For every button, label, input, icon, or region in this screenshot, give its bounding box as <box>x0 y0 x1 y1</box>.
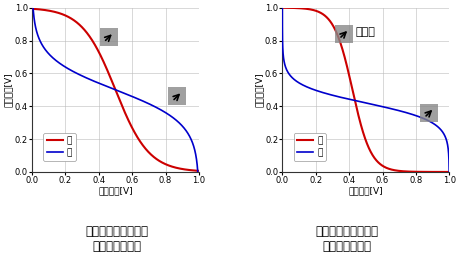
右 <box>72 71 77 74</box>
右 <box>445 160 451 163</box>
右 <box>30 6 36 9</box>
Legend: 左, 右: 左, 右 <box>43 133 75 161</box>
右 <box>41 46 46 49</box>
左 <box>39 8 45 11</box>
左 <box>29 7 35 10</box>
右 <box>285 71 290 74</box>
左 <box>135 137 141 140</box>
右 <box>282 66 288 69</box>
右 <box>195 170 200 174</box>
左 <box>173 166 178 169</box>
左 <box>385 167 391 170</box>
左 <box>289 6 295 9</box>
右 <box>194 160 199 163</box>
右 <box>63 66 68 69</box>
左 <box>130 129 136 132</box>
左 <box>126 120 131 123</box>
Legend: 左, 右: 左, 右 <box>293 133 325 161</box>
左 <box>376 162 381 165</box>
Line: 右: 右 <box>282 8 448 172</box>
Bar <box>334 25 353 43</box>
Bar <box>419 104 437 122</box>
右 <box>279 29 285 32</box>
左 <box>196 169 201 172</box>
左 <box>279 6 285 9</box>
Bar <box>168 87 186 105</box>
右 <box>279 6 285 9</box>
Text: 製造条件最適化後の
バタフライ特性: 製造条件最適化後の バタフライ特性 <box>315 225 378 253</box>
左 <box>405 170 411 173</box>
X-axis label: 入力電圧[V]: 入力電圧[V] <box>348 187 382 196</box>
Text: 安定性: 安定性 <box>355 27 375 37</box>
左 <box>380 165 386 168</box>
Line: 左: 左 <box>32 9 198 171</box>
左 <box>422 170 428 173</box>
右 <box>445 170 451 174</box>
Bar <box>99 28 118 46</box>
Y-axis label: 出力電圧[V]: 出力電圧[V] <box>4 72 13 107</box>
左 <box>446 170 451 174</box>
右 <box>34 29 39 32</box>
右 <box>288 75 293 78</box>
X-axis label: 入力電圧[V]: 入力電圧[V] <box>98 187 133 196</box>
Line: 右: 右 <box>33 8 197 172</box>
右 <box>280 46 285 49</box>
Text: 製造条件最適化前の
バタフライ特性: 製造条件最適化前の バタフライ特性 <box>86 225 148 253</box>
右 <box>80 75 86 78</box>
Y-axis label: 出力電圧[V]: 出力電圧[V] <box>254 72 263 107</box>
Line: 左: 左 <box>282 8 448 172</box>
左 <box>156 159 161 162</box>
